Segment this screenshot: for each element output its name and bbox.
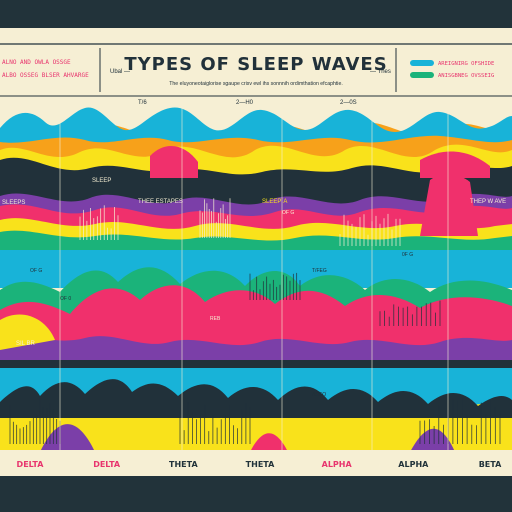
legend-swatch-1 — [410, 60, 434, 66]
band-label-sleep-a: SLEEP´A — [262, 199, 287, 205]
category-strip — [0, 450, 512, 476]
category-label-theta-3: THETA — [169, 460, 198, 469]
legend-label-2: ANISGBNEG OVSSEIG — [438, 73, 494, 79]
band-label-sil-br: SIL BR — [16, 341, 35, 347]
legend-label-1: AREIGNIRG OFSHIDE — [438, 61, 494, 67]
band1-pink-blob — [150, 145, 198, 180]
band-label-0f-g: 0F G — [402, 252, 413, 258]
legend-swatch-2 — [410, 72, 434, 78]
category-axis: DELTA DELTA THETA THETA ALPHA ALPHA BETA — [17, 460, 503, 469]
band-label-of-g-2: OF G — [30, 268, 42, 274]
band1-blue-crests — [0, 107, 512, 143]
band-label-of-g-1: OF G — [282, 210, 294, 216]
band2-right-pink-peak — [420, 174, 478, 236]
top-axis-label-2: 2—H0 — [236, 100, 254, 106]
band-label-tfeg: T/FEG — [312, 268, 327, 274]
band3-purple-layer — [0, 336, 512, 362]
wave-band-4 — [0, 360, 512, 476]
category-label-delta-2: DELTA — [93, 460, 121, 469]
top-axis-label-1: T/6 — [138, 100, 147, 106]
band-label-of-0: OF 0 — [60, 296, 71, 302]
category-label-alpha-6: ALPHA — [398, 460, 429, 469]
category-label-delta-1: DELTA — [17, 460, 45, 469]
band-label-arso: ARSO — [312, 392, 326, 398]
band3-pink-layer — [0, 285, 512, 350]
header-mid-right: — Thes — [370, 69, 391, 75]
category-label-theta-4: THETA — [246, 460, 275, 469]
band2-green-layer — [0, 230, 512, 256]
header-mid-left: Ubal — — [110, 69, 130, 75]
band4-dark-strip — [0, 360, 512, 368]
header-left-line-2: ALBO OSSEG BLSER AHVARGE — [2, 72, 89, 79]
vertical-guides — [59, 108, 449, 450]
top-axis-label-3: 2—0S — [340, 100, 357, 106]
header-left-line-1: ALNO AND OWLA OSSGE — [2, 59, 71, 66]
wave-band-2 — [0, 174, 512, 256]
category-label-beta-7: BETA — [479, 460, 502, 469]
band3-yellow-left-blob — [0, 314, 55, 350]
chart-subtitle: The eluyoneotaiglorise sgaupe crisv ewl … — [169, 81, 343, 87]
band4-purple-left — [40, 424, 95, 452]
band-label-reb: REB — [210, 316, 221, 322]
band4-dark-crests — [0, 379, 512, 418]
band-label-thee-estapes: THEE ESTAPES — [138, 199, 183, 205]
band-label-sleeps: SLEEPS — [2, 200, 25, 206]
category-label-alpha-5: ALPHA — [322, 460, 353, 469]
wave-band-3 — [0, 250, 512, 362]
band4-pink-peak — [250, 433, 288, 452]
band-label-thep-wave: THEP W AVE — [470, 199, 506, 205]
chart-title: TYPES OF SLEEP WAVES — [124, 54, 387, 75]
band1-pink-right — [420, 151, 490, 184]
band-label-sleep: SLEEP — [92, 178, 111, 184]
